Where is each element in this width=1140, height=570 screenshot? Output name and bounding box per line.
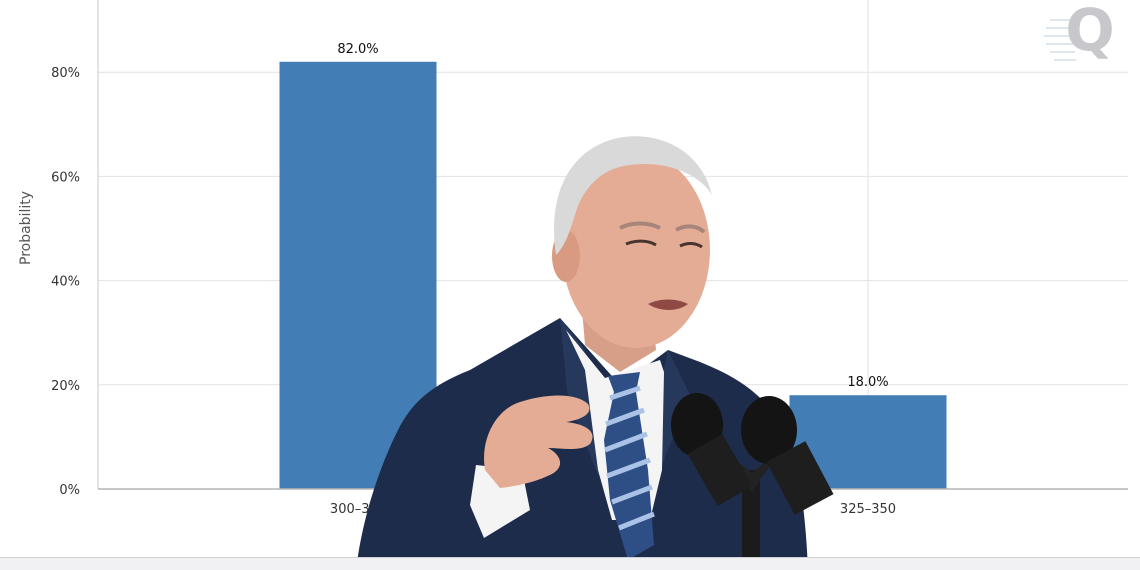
watermark-logo: Q — [1044, 0, 1115, 64]
suit-lapel-right — [658, 350, 690, 470]
person-at-podium-photo — [356, 136, 834, 570]
microphone-left-icon — [671, 393, 723, 457]
y-tick-label: 40% — [51, 275, 80, 290]
tie-stripes — [604, 385, 655, 531]
hand — [484, 395, 593, 488]
microphone-right-icon — [741, 396, 797, 464]
mouth — [648, 299, 688, 310]
microphone-right-body — [766, 441, 834, 515]
x-tick-label: 325–350 — [840, 502, 896, 517]
bar-data-label: 82.0% — [337, 42, 378, 57]
y-tick-label: 20% — [51, 379, 80, 394]
y-axis-title: Probability — [18, 191, 34, 265]
watermark-text: Q — [1065, 0, 1114, 64]
bar-data-label: 18.0% — [847, 375, 888, 390]
labels-layer: 82.0% 18.0% — [337, 42, 888, 390]
y-tick-label: 80% — [51, 66, 80, 81]
y-tick-label: 60% — [51, 170, 80, 185]
eyebrows — [619, 221, 706, 234]
watermark-speed-lines — [1044, 19, 1076, 61]
microphone-left-body — [687, 434, 753, 506]
face — [562, 152, 710, 348]
hair — [554, 136, 712, 255]
eyes — [625, 239, 703, 249]
y-tick-label: 0% — [59, 483, 80, 498]
bottom-scroll-band — [0, 557, 1140, 570]
